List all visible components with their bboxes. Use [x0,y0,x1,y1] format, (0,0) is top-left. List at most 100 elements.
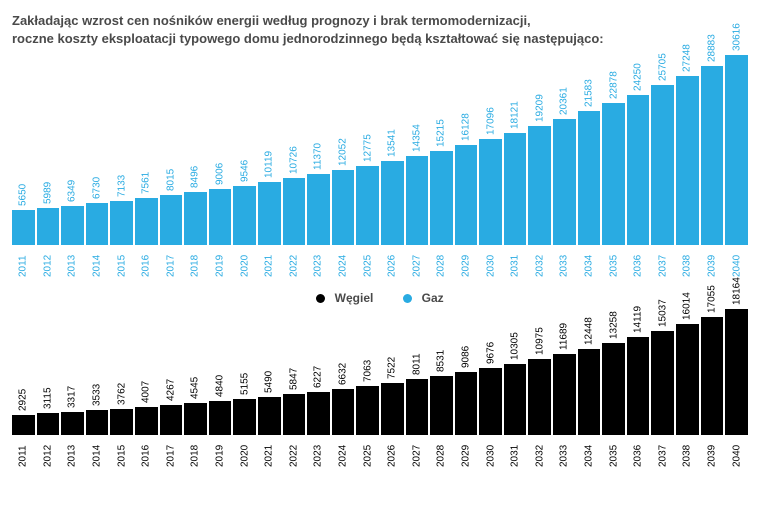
legend-item-gas: Gaz [403,291,443,305]
bar-year-label: 2028 [436,257,446,267]
bar [676,324,699,435]
bar-year-label: 2012 [43,257,53,267]
bar [504,364,527,435]
bar [332,389,355,435]
bar-year-label: 2019 [215,447,225,457]
bar-year-label: 2016 [141,257,151,267]
bar-year-label: 2023 [313,447,323,457]
bar-column: 90862029 [455,356,478,457]
bar-value-label: 7063 [363,370,373,380]
bar-value-label: 19209 [535,110,545,120]
bar-column: 40072016 [135,391,158,457]
bar-year-label: 2022 [289,257,299,267]
gas-bar-chart: 5650201159892012634920136730201471332015… [12,55,748,285]
bar-column: 7063 2025 [356,370,379,457]
bar-column: 95462020 [233,170,256,267]
coal-bar-chart: 2925201131152012331720133533201437622015… [12,309,748,475]
legend-item-coal: Węgiel [316,291,373,305]
bar [233,186,256,245]
coal-bars-container: 2925201131152012331720133533201437622015… [12,309,748,475]
bar-column: 30616 2040 [725,39,748,267]
bar-value-label: 13258 [609,327,619,337]
bar [258,397,281,435]
bar-value-label: 12448 [584,333,594,343]
bar-year-label: 2034 [584,447,594,457]
bar-value-label: 17096 [486,123,496,133]
bar-year-label: 2024 [338,257,348,267]
bar-value-label: 8531 [436,360,446,370]
bar [578,111,601,245]
bar-year-label: 2018 [190,447,200,457]
bar [110,201,133,245]
bar-value-label: 16014 [682,308,692,318]
bar [725,309,748,435]
bar-value-label: 18121 [510,117,520,127]
bar [602,343,625,435]
bar-column: 103052031 [504,348,527,457]
bar-column: 16014 2038 [676,308,699,457]
legend-label-gas: Gaz [422,291,444,305]
bar [184,192,207,245]
bar [627,337,650,435]
bar-year-label: 2021 [264,447,274,457]
bar-column: 85312028 [430,360,453,457]
bar-year-label: 2017 [166,257,176,267]
bar-value-label: 11689 [559,338,569,348]
bar-year-label: 2035 [609,257,619,267]
bar-column: 35332014 [86,394,109,457]
bar-value-label: 30616 [732,39,742,49]
bar-column: 150372037 [651,315,674,457]
bar-column: 7561 2016 [135,182,158,267]
bar [86,410,109,435]
bar-column: 45452018 [184,387,207,457]
bar [602,103,625,245]
bar-year-label: 2033 [559,447,569,457]
bar-column: 101192021 [258,166,281,267]
bar-value-label: 10726 [289,162,299,172]
bar-column: 215832034 [578,95,601,267]
bar-year-label: 2040 [732,447,742,457]
bar-column: 120522024 [332,154,355,267]
bar-year-label: 2040 [732,257,742,267]
title-line-2: roczne koszty eksploatacji typowego domu… [12,30,748,48]
bar-column: 272482038 [676,60,699,267]
bar [356,386,379,435]
bar-value-label: 14354 [412,140,422,150]
bar-column: 71332015 [110,185,133,267]
bar-value-label: 22878 [609,87,619,97]
bar-year-label: 2037 [658,447,668,457]
bar-column: 127752025 [356,150,379,267]
bar-column: 6227 2023 [307,376,330,457]
bar-year-label: 2024 [338,447,348,457]
bar-column: 58472022 [283,378,306,457]
bar-column: 67302014 [86,187,109,267]
bar-year-label: 2020 [240,257,250,267]
bar [725,55,748,245]
bar-column: 170552039 [701,301,724,457]
legend-dot-gas [403,294,412,303]
bar-year-label: 2039 [707,257,717,267]
bar-year-label: 2038 [682,447,692,457]
bar-year-label: 2027 [412,447,422,457]
bar-value-label: 9086 [461,356,471,366]
bar [651,85,674,245]
bar-year-label: 2038 [682,257,692,267]
bar-year-label: 2011 [18,257,28,267]
bar-column: 109752032 [528,343,551,457]
bar-value-label: 6227 [313,376,323,386]
bar [233,399,256,435]
bar-year-label: 2015 [117,257,127,267]
bar [381,161,404,245]
bar-value-label: 7561 [141,182,151,192]
bar-year-label: 2017 [166,447,176,457]
bar-column: 170962030 [479,123,502,267]
bar-year-label: 2031 [510,257,520,267]
bar-column: 143542027 [406,140,429,267]
bar [283,394,306,435]
bar-year-label: 2025 [363,447,373,457]
bar [479,139,502,245]
legend: Węgiel Gaz [12,291,748,305]
bar-column: 18121 2031 [504,117,527,267]
bar-column: 10726 2022 [283,162,306,267]
bar [479,368,502,435]
